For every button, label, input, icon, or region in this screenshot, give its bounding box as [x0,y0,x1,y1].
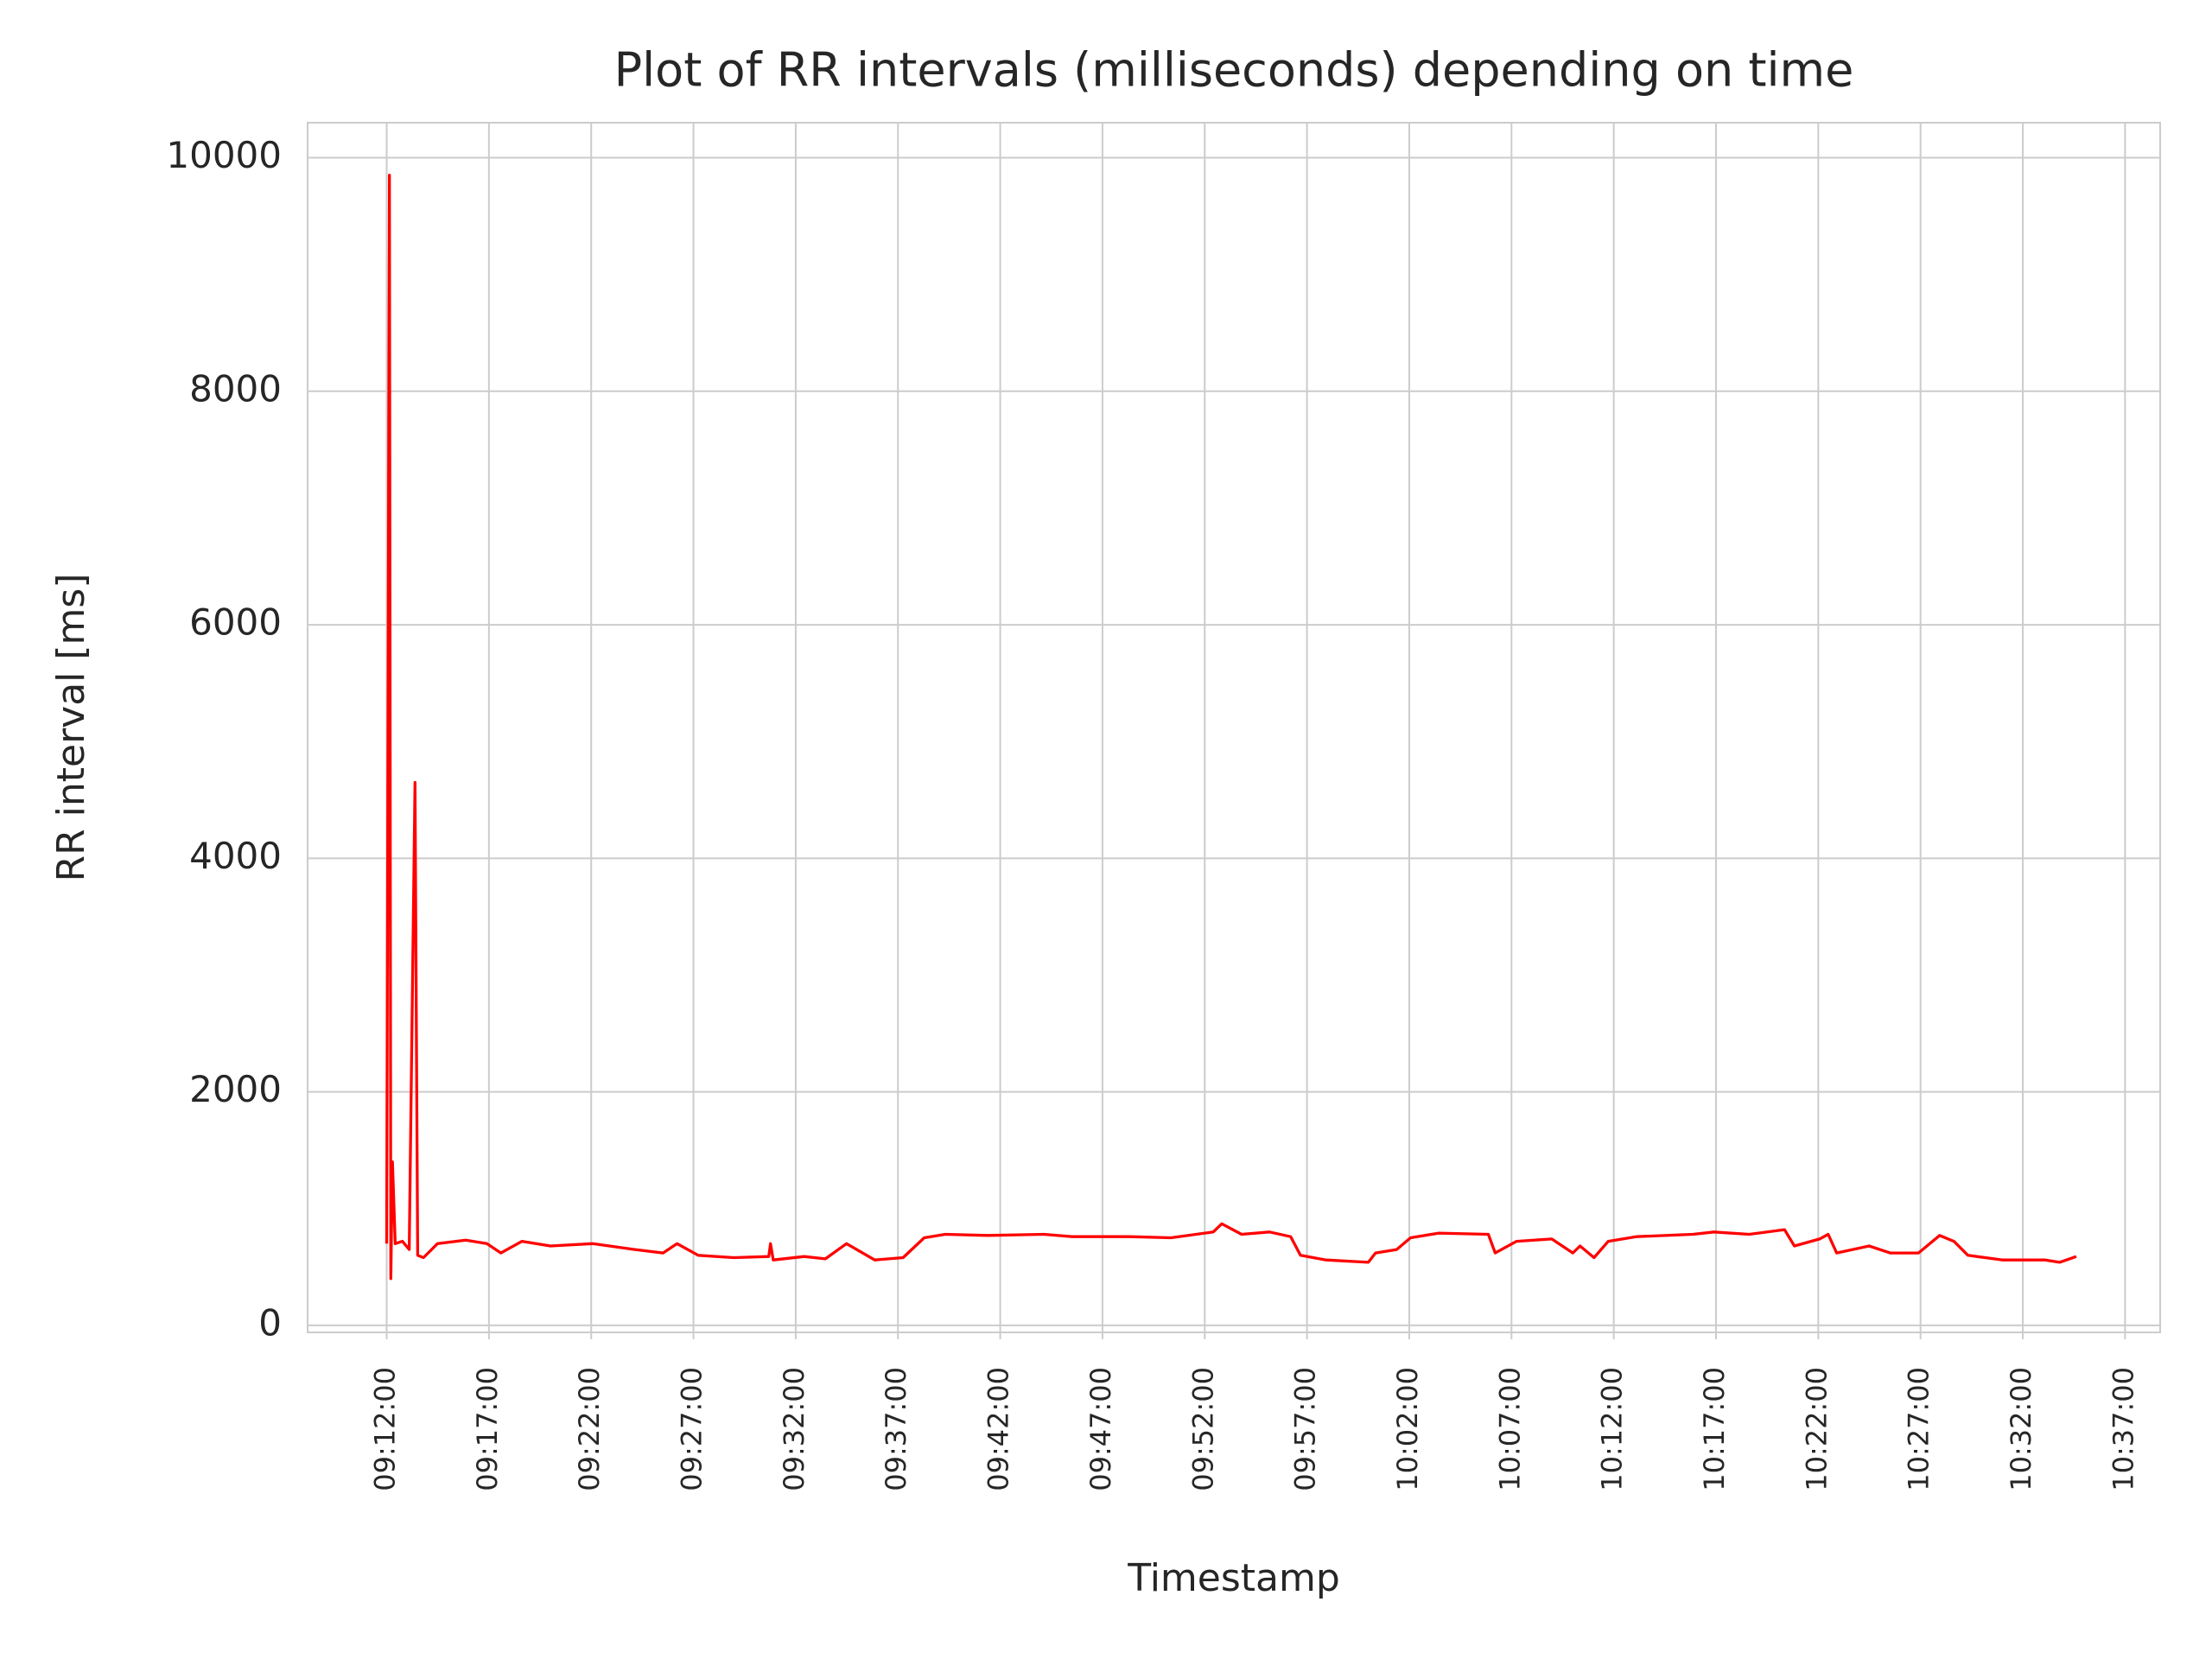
x-tick-label: 10:22:00 [1800,1367,1833,1491]
x-tick-label: 10:17:00 [1698,1367,1731,1491]
y-tick-label: 2000 [189,1068,282,1110]
x-tick-label: 09:32:00 [778,1367,810,1491]
y-tick-label: 0 [258,1301,282,1344]
x-tick-label: 10:27:00 [1903,1367,1936,1491]
x-tick-label: 09:57:00 [1289,1367,1322,1491]
x-tick-label: 09:52:00 [1186,1367,1219,1491]
x-tick-label: 10:07:00 [1493,1367,1526,1491]
x-tick-label: 10:12:00 [1596,1367,1629,1491]
data-line [385,174,2077,1281]
x-tick-label: 09:42:00 [982,1367,1015,1491]
y-tick-label: 6000 [189,601,282,644]
y-tick-label: 4000 [189,835,282,877]
x-tick-label: 10:02:00 [1391,1367,1424,1491]
x-tick-label: 09:17:00 [471,1367,504,1491]
y-axis-label: RR interval [ms] [49,574,93,882]
plot-frame [307,122,2161,1333]
y-tick-label: 10000 [166,134,282,176]
x-tick-label: 10:32:00 [2005,1367,2037,1491]
x-tick-label: 09:37:00 [880,1367,912,1491]
x-tick-label: 09:22:00 [573,1367,606,1491]
x-tick-label: 09:47:00 [1084,1367,1117,1491]
x-tick-label: 10:37:00 [2107,1367,2139,1491]
x-axis-label: Timestamp [1127,1556,1340,1600]
x-tick-label: 09:27:00 [676,1367,709,1491]
x-tick-label: 09:12:00 [369,1367,402,1491]
y-tick-label: 8000 [189,367,282,410]
chart-title: Plot of RR intervals (milliseconds) depe… [614,43,1854,98]
